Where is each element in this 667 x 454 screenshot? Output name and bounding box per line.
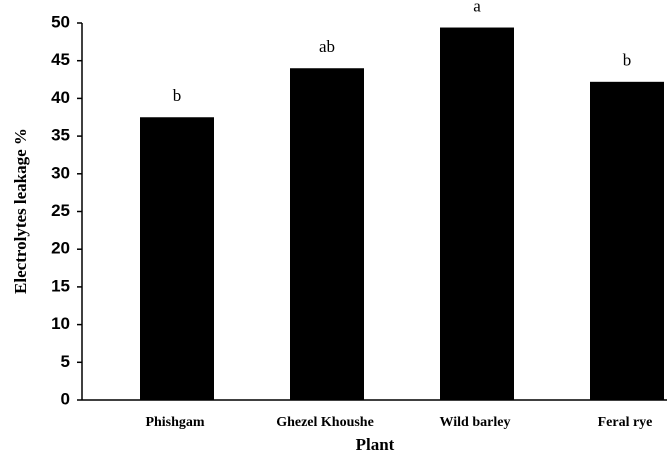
y-tick-label: 10 (51, 314, 70, 333)
bar (140, 117, 214, 400)
x-axis-title: Plant (356, 435, 395, 454)
y-tick-label: 50 (51, 12, 70, 31)
x-tick-label: Ghezel Khoushe (276, 415, 374, 430)
y-tick-label: 35 (51, 126, 70, 145)
y-tick-label: 40 (51, 88, 70, 107)
significance-letter: b (173, 86, 182, 105)
y-tick-label: 5 (61, 352, 70, 371)
x-tick-label: Wild barley (440, 415, 511, 430)
bar (440, 27, 514, 401)
significance-letter: ab (319, 37, 335, 56)
y-tick-label: 20 (51, 239, 70, 258)
y-tick-label: 15 (51, 276, 70, 295)
y-axis-title: Electrolytes leakage % (11, 128, 30, 294)
significance-letter: a (473, 0, 481, 15)
x-tick-label: Phishgam (145, 415, 204, 430)
y-tick-label: 45 (51, 50, 70, 69)
y-tick-label: 30 (51, 163, 70, 182)
bar (590, 81, 664, 400)
bar (290, 68, 364, 401)
y-tick-label: 0 (61, 389, 70, 408)
y-tick-label: 25 (51, 201, 70, 220)
significance-letter: b (623, 51, 632, 70)
x-tick-label: Feral rye (598, 415, 653, 430)
